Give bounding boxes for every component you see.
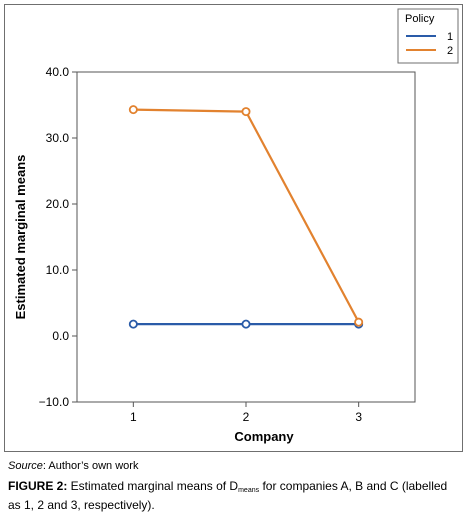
source-text: : Author’s own work xyxy=(42,460,139,472)
y-tick-label: 0.0 xyxy=(52,329,69,343)
data-point xyxy=(128,319,138,329)
y-tick-label: 10.0 xyxy=(46,263,70,277)
caption-label: FIGURE 2: xyxy=(8,479,68,493)
figure-frame: Policy 1 2 −10.0 0.0 10.0 20.0 30.0 40.0 1 2 3 C… xyxy=(4,4,463,452)
legend: Policy 1 2 xyxy=(397,8,459,64)
series-2 xyxy=(128,105,364,327)
y-tick-label: −10.0 xyxy=(39,395,70,409)
data-point xyxy=(241,107,251,117)
source-line: Source: Author’s own work xyxy=(8,460,138,472)
chart: Policy 1 2 −10.0 0.0 10.0 20.0 30.0 40.0 1 2 3 C… xyxy=(13,8,459,444)
source-label: Source xyxy=(8,460,43,472)
x-tick-label: 2 xyxy=(243,410,250,424)
figure-caption: FIGURE 2: Estimated marginal means of Dm… xyxy=(8,479,463,513)
y-tick-label: 30.0 xyxy=(46,131,70,145)
x-tick-label: 1 xyxy=(130,410,137,424)
y-axis-title: Estimated marginal means xyxy=(13,155,28,320)
legend-label: 2 xyxy=(447,45,453,57)
caption-subscript: means xyxy=(238,487,260,494)
data-point xyxy=(354,317,364,327)
data-point xyxy=(128,105,138,115)
y-tick-label: 20.0 xyxy=(46,197,70,211)
data-point xyxy=(241,319,251,329)
legend-title: Policy xyxy=(405,13,435,25)
x-axis-title: Company xyxy=(234,429,294,444)
y-tick-label: 40.0 xyxy=(46,65,70,79)
plot-area xyxy=(76,71,416,403)
caption-text-before: Estimated marginal means of D xyxy=(67,479,239,493)
caption-text-after: for companies A, B and C (labelled as 1,… xyxy=(8,479,448,512)
legend-label: 1 xyxy=(447,31,453,43)
x-tick-label: 3 xyxy=(355,410,362,424)
